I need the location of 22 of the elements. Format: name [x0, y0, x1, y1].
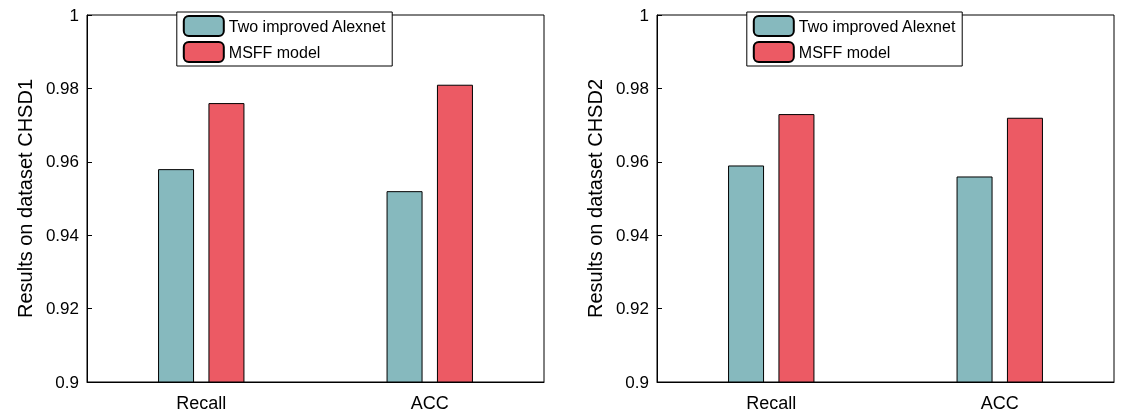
x-tick-label: ACC — [410, 393, 449, 413]
legend-label: Two improved Alexnet — [798, 17, 956, 35]
y-tick-label: 0.9 — [55, 372, 79, 392]
y-tick-label: 0.96 — [45, 152, 79, 172]
legend-label: MSFF model — [798, 43, 891, 61]
y-tick-label: 0.98 — [615, 78, 649, 98]
y-tick-label: 0.92 — [45, 299, 79, 319]
x-tick-label: Recall — [176, 393, 227, 413]
y-tick-label: 0.92 — [615, 299, 649, 319]
y-axis-title: Results on dataset CHSD1 — [14, 78, 36, 319]
y-tick-label: 0.94 — [615, 225, 649, 245]
y-tick-label: 0.96 — [615, 152, 649, 172]
legend-label: MSFF model — [228, 43, 321, 61]
y-tick-label: 0.9 — [625, 372, 649, 392]
y-tick-label: 1 — [69, 5, 79, 25]
y-axis-title: Results on dataset CHSD2 — [584, 78, 606, 319]
y-tick-label: 0.94 — [45, 225, 79, 245]
x-tick-label: Recall — [746, 393, 797, 413]
legend-label: Two improved Alexnet — [228, 17, 386, 35]
y-tick-label: 1 — [639, 5, 649, 25]
x-tick-label: ACC — [980, 393, 1019, 413]
y-tick-label: 0.98 — [45, 78, 79, 98]
